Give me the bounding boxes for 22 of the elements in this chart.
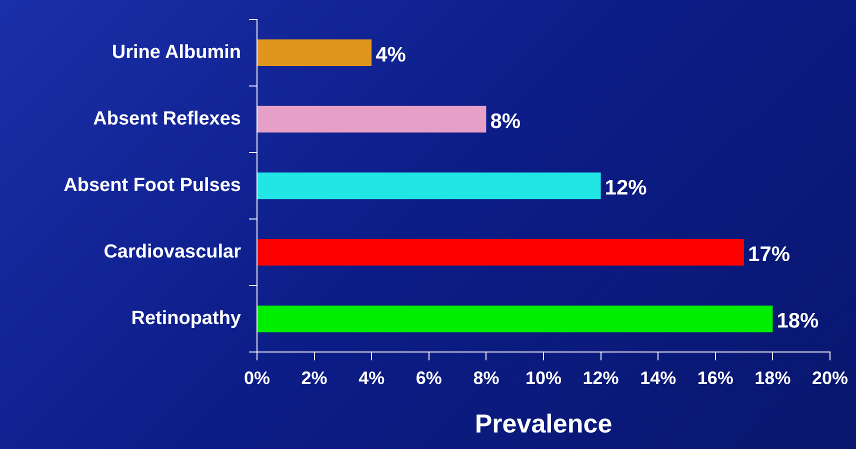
y-tick-label: Absent Foot Pulses (64, 175, 241, 196)
x-tick-label: 8% (473, 368, 500, 388)
data-label: 17% (748, 243, 790, 266)
y-tick-label: Retinopathy (131, 308, 242, 330)
data-label: 18% (776, 310, 820, 333)
x-tick-label: 16% (697, 368, 734, 388)
x-tick-label: 14% (640, 368, 676, 388)
data-label: 8% (490, 110, 521, 134)
y-tick-label: Absent Reflexes (93, 108, 241, 130)
x-tick-label: 6% (416, 368, 442, 388)
x-tick-label: 2% (301, 368, 328, 388)
data-label: 4% (376, 43, 406, 66)
x-tick-label: 20% (812, 368, 848, 388)
x-tick-label: 0% (244, 368, 270, 388)
x-tick-label: 18% (754, 368, 791, 388)
data-label: 12% (604, 176, 648, 200)
x-tick-label: 4% (358, 368, 385, 388)
x-tick-label: 10% (525, 368, 562, 388)
x-axis-title: Prevalence (474, 408, 612, 439)
y-tick-label: Cardiovascular (104, 242, 242, 263)
x-tick-label: 12% (582, 368, 619, 388)
y-tick-label: Urine Albumin (112, 42, 241, 63)
